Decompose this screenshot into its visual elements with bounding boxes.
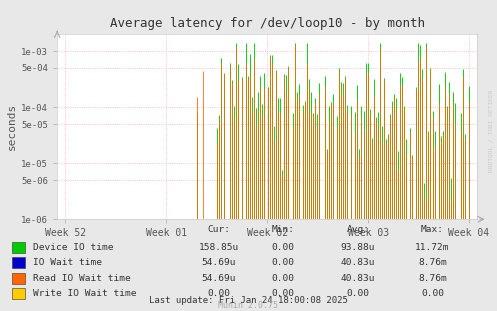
Text: 54.69u: 54.69u <box>201 274 236 283</box>
Text: Last update: Fri Jan 24 18:00:08 2025: Last update: Fri Jan 24 18:00:08 2025 <box>149 296 348 305</box>
Text: 8.76m: 8.76m <box>418 258 447 267</box>
Text: 54.69u: 54.69u <box>201 258 236 267</box>
Text: 158.85u: 158.85u <box>199 243 239 252</box>
Text: 0.00: 0.00 <box>272 290 295 298</box>
Text: Avg:: Avg: <box>346 225 369 234</box>
Text: 0.00: 0.00 <box>346 290 369 298</box>
Text: Munin 2.0.75: Munin 2.0.75 <box>219 301 278 310</box>
Text: 40.83u: 40.83u <box>340 274 375 283</box>
Text: IO Wait time: IO Wait time <box>33 258 102 267</box>
Text: 0.00: 0.00 <box>272 258 295 267</box>
Text: 0.00: 0.00 <box>272 243 295 252</box>
Text: 0.00: 0.00 <box>272 274 295 283</box>
Y-axis label: seconds: seconds <box>7 103 17 150</box>
Text: Write IO Wait time: Write IO Wait time <box>33 290 137 298</box>
Text: RRDTOOL / TOBI OETIKER: RRDTOOL / TOBI OETIKER <box>489 89 494 172</box>
Text: 0.00: 0.00 <box>421 290 444 298</box>
Text: 11.72m: 11.72m <box>415 243 450 252</box>
Text: 40.83u: 40.83u <box>340 258 375 267</box>
Text: 8.76m: 8.76m <box>418 274 447 283</box>
Text: Min:: Min: <box>272 225 295 234</box>
Text: 93.88u: 93.88u <box>340 243 375 252</box>
Text: Device IO time: Device IO time <box>33 243 114 252</box>
Text: Max:: Max: <box>421 225 444 234</box>
Text: 0.00: 0.00 <box>207 290 230 298</box>
Text: Cur:: Cur: <box>207 225 230 234</box>
Title: Average latency for /dev/loop10 - by month: Average latency for /dev/loop10 - by mon… <box>110 17 424 30</box>
Text: Read IO Wait time: Read IO Wait time <box>33 274 131 283</box>
